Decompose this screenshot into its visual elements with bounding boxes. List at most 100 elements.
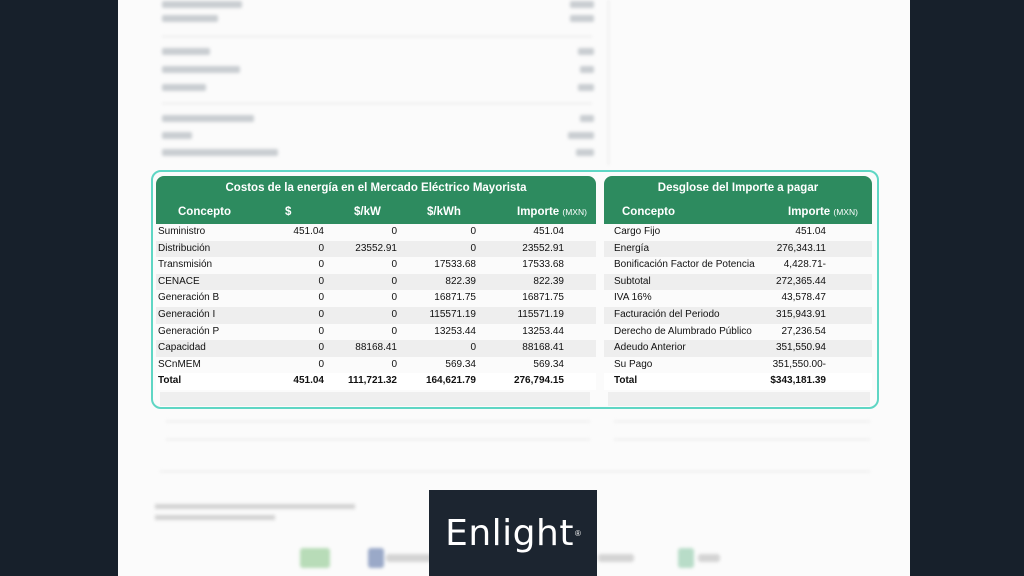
energy-cost-table-body: Suministro 451.04 0 0 451.04 Distribució… <box>156 224 596 390</box>
cell-total-per-kwh: 164,621.79 <box>425 375 476 387</box>
blurred-right-block <box>608 0 899 165</box>
cell-per-kwh: 17533.68 <box>434 259 476 271</box>
table-row: Capacidad 0 88168.41 0 88168.41 <box>156 340 596 357</box>
cell-per-kw: 0 <box>391 292 397 304</box>
cell-total-label: Total <box>158 375 182 387</box>
cell-concepto: Adeudo Anterior <box>614 342 686 354</box>
cell-concepto: Cargo Fijo <box>614 226 661 237</box>
blurred-line <box>162 112 594 126</box>
table-row: Generación P 0 0 13253.44 13253.44 <box>156 324 596 341</box>
cell-pesos: 0 <box>318 342 324 354</box>
blurred-logo <box>678 548 694 568</box>
cell-per-kwh: 822.39 <box>445 275 476 287</box>
cell-concepto: Energía <box>614 242 650 254</box>
blurred-line <box>162 146 594 160</box>
cell-total-importe: $343,181.39 <box>770 375 826 387</box>
cell-per-kwh: 0 <box>470 342 476 354</box>
cell-per-kwh: 0 <box>470 226 476 237</box>
cell-total-importe: 276,794.15 <box>513 375 564 387</box>
column-header-concepto: Concepto <box>622 206 676 218</box>
registered-mark: ® <box>574 528 581 538</box>
blurred-line <box>162 63 594 77</box>
cell-pesos: 0 <box>318 292 324 304</box>
column-header-pesos: $ <box>285 206 292 218</box>
cell-importe: 569.34 <box>533 358 564 370</box>
cell-importe: 822.39 <box>533 275 564 287</box>
cell-per-kwh: 16871.75 <box>434 292 476 304</box>
cell-concepto: Generación B <box>158 292 220 304</box>
cell-total-pesos: 451.04 <box>293 375 324 387</box>
cell-importe: 451.04 <box>795 226 826 237</box>
cell-importe: 4,428.71- <box>783 259 826 271</box>
cell-pesos: 0 <box>318 325 324 337</box>
cell-concepto: Distribución <box>158 242 211 254</box>
table-row: Derecho de Alumbrado Público 27,236.54 <box>604 324 872 341</box>
cell-per-kwh: 13253.44 <box>434 325 476 337</box>
blurred-logo <box>300 548 330 568</box>
table-row: Facturación del Periodo 315,943.91 <box>604 306 872 324</box>
blurred-line <box>162 129 594 143</box>
cell-pesos: 0 <box>318 242 324 254</box>
blurred-line <box>162 81 594 95</box>
table-row: Adeudo Anterior 351,550.94 <box>604 340 872 357</box>
column-header-importe: Importe (MXN) <box>788 206 858 218</box>
cell-importe: 17533.68 <box>522 259 564 271</box>
payment-breakdown-table-header: Desglose del Importe a pagar Concepto Im… <box>604 176 872 224</box>
table-row: CENACE 0 0 822.39 822.39 <box>156 273 596 291</box>
cell-pesos: 0 <box>318 275 324 287</box>
cell-per-kw: 0 <box>391 325 397 337</box>
cell-per-kwh: 0 <box>470 242 476 254</box>
cell-concepto: Derecho de Alumbrado Público <box>614 325 752 337</box>
table-row: SCnMEM 0 0 569.34 569.34 <box>156 357 596 374</box>
energy-cost-table: Costos de la energía en el Mercado Eléct… <box>156 176 596 390</box>
cell-pesos: 0 <box>318 358 324 370</box>
cell-concepto: IVA 16% <box>614 292 652 304</box>
table-row: Generación B 0 0 16871.75 16871.75 <box>156 290 596 307</box>
blurred-footnote <box>155 500 355 520</box>
importe-unit: (MXN) <box>562 207 587 217</box>
column-header-concepto: Concepto <box>178 206 232 218</box>
cell-importe: 16871.75 <box>522 292 564 304</box>
cell-per-kw: 0 <box>391 308 397 320</box>
blurred-logo <box>386 554 436 562</box>
cell-concepto: Generación I <box>158 308 216 320</box>
cell-importe: 27,236.54 <box>781 325 827 337</box>
cell-concepto: SCnMEM <box>158 358 201 370</box>
table-row: Distribución 0 23552.91 0 23552.91 <box>156 240 596 258</box>
column-header-importe: Importe (MXN) <box>517 206 587 218</box>
blurred-logo <box>698 554 720 562</box>
table-row: IVA 16% 43,578.47 <box>604 290 872 307</box>
cell-per-kw: 88168.41 <box>355 342 397 354</box>
cell-concepto: Bonificación Factor de Potencia <box>614 259 755 271</box>
energy-cost-table-title: Costos de la energía en el Mercado Eléct… <box>225 182 527 194</box>
blurred-logo <box>368 548 384 568</box>
payment-breakdown-table-title: Desglose del Importe a pagar <box>657 182 819 194</box>
cell-per-kw: 0 <box>391 259 397 271</box>
cell-pesos: 0 <box>318 259 324 271</box>
cell-per-kwh: 115571.19 <box>429 308 476 320</box>
table-total-row: Total $343,181.39 <box>604 373 872 390</box>
column-header-per-kw: $/kW <box>354 206 381 218</box>
payment-breakdown-table-body: Cargo Fijo 451.04 Energía 276,343.11 Bon… <box>604 224 872 390</box>
blurred-line <box>162 12 594 26</box>
cell-pesos: 0 <box>318 308 324 320</box>
cell-importe: 276,343.11 <box>776 242 826 254</box>
cell-per-kwh: 569.34 <box>445 358 476 370</box>
highlight-frame <box>151 170 879 409</box>
cell-importe: 13253.44 <box>522 325 564 337</box>
cell-concepto: Generación P <box>158 325 220 337</box>
cell-concepto: Su Pago <box>614 358 653 370</box>
cell-per-kw: 0 <box>391 358 397 370</box>
blurred-lower-block <box>160 415 870 475</box>
table-row: Generación I 0 0 115571.19 115571.19 <box>156 306 596 324</box>
blurred-line <box>162 0 594 12</box>
cell-importe: 315,943.91 <box>775 308 826 320</box>
cell-total-per-kw: 111,721.32 <box>348 375 397 387</box>
cell-per-kw: 23552.91 <box>355 242 397 254</box>
cell-concepto: Facturación del Periodo <box>614 308 720 320</box>
table-row: Energía 276,343.11 <box>604 240 872 258</box>
blurred-logo <box>598 554 634 562</box>
table-row: Subtotal 272,365.44 <box>604 273 872 291</box>
cell-importe: 351,550.94 <box>775 342 826 354</box>
cell-importe: 272,365.44 <box>775 275 826 287</box>
